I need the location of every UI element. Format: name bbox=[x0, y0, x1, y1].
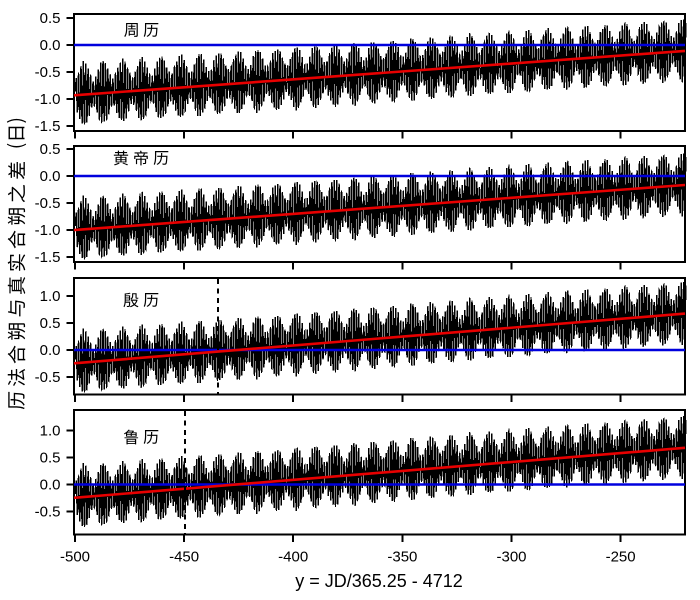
svg-text:-0.5: -0.5 bbox=[35, 369, 61, 386]
svg-text:-250: -250 bbox=[606, 549, 636, 566]
svg-text:y = JD/365.25 - 4712: y = JD/365.25 - 4712 bbox=[295, 571, 463, 591]
svg-text:-1.5: -1.5 bbox=[35, 249, 61, 266]
svg-text:0.0: 0.0 bbox=[40, 477, 61, 494]
svg-text:0.0: 0.0 bbox=[40, 37, 61, 54]
svg-text:0.5: 0.5 bbox=[40, 10, 61, 27]
svg-text:-1.0: -1.0 bbox=[35, 222, 61, 239]
svg-text:0.5: 0.5 bbox=[40, 141, 61, 158]
svg-text:1.0: 1.0 bbox=[40, 423, 61, 440]
svg-text:-1.0: -1.0 bbox=[35, 91, 61, 108]
svg-text:0.0: 0.0 bbox=[40, 342, 61, 359]
svg-text:-0.5: -0.5 bbox=[35, 64, 61, 81]
svg-text:-0.5: -0.5 bbox=[35, 195, 61, 212]
svg-text:-350: -350 bbox=[387, 549, 417, 566]
svg-text:0.5: 0.5 bbox=[40, 315, 61, 332]
svg-text:-500: -500 bbox=[60, 549, 90, 566]
svg-text:-450: -450 bbox=[169, 549, 199, 566]
svg-text:0.5: 0.5 bbox=[40, 450, 61, 467]
svg-text:-300: -300 bbox=[496, 549, 526, 566]
svg-text:-1.5: -1.5 bbox=[35, 118, 61, 135]
svg-text:-400: -400 bbox=[278, 549, 308, 566]
svg-text:0.0: 0.0 bbox=[40, 168, 61, 185]
svg-text:-0.5: -0.5 bbox=[35, 504, 61, 521]
svg-text:1.0: 1.0 bbox=[40, 288, 61, 305]
